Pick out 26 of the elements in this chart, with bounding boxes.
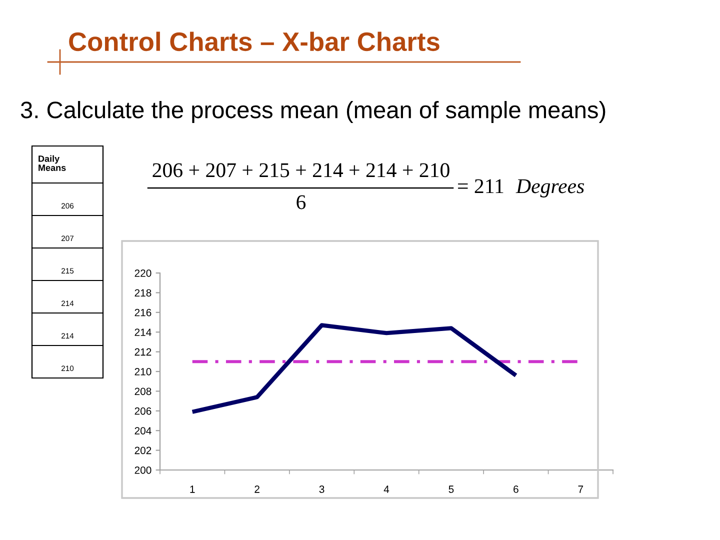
x-tick-label: 5 bbox=[448, 486, 454, 493]
y-tick-label: 218 bbox=[134, 289, 152, 297]
x-tick-label: 1 bbox=[190, 486, 195, 493]
y-tick-label: 216 bbox=[134, 308, 152, 316]
line-series bbox=[190, 323, 518, 414]
x-tick-label: 7 bbox=[578, 486, 584, 493]
x-tick-label: 6 bbox=[514, 486, 518, 493]
x-tick-label: 4 bbox=[384, 486, 390, 493]
text: 6 bbox=[296, 195, 306, 210]
y-tick-label: 202 bbox=[134, 446, 152, 454]
y-tick-label: 220 bbox=[134, 270, 152, 277]
y-tick-label: 210 bbox=[134, 368, 152, 376]
text: Daily Means bbox=[38, 155, 66, 171]
chart-subtitle: 3. Calculate the process mean (mean of sample means) bbox=[20, 100, 606, 124]
y-tick-label: 200 bbox=[134, 466, 152, 474]
y-tick-label: 208 bbox=[134, 388, 152, 396]
y-tick-label: 212 bbox=[134, 348, 152, 356]
text: = 211 bbox=[458, 179, 504, 194]
x-tick-label: 2 bbox=[254, 486, 260, 493]
y-tick-label: 204 bbox=[134, 427, 152, 434]
text: Degrees bbox=[516, 179, 584, 198]
x-tick-label: 3 bbox=[319, 486, 324, 493]
y-tick-label: 214 bbox=[134, 328, 152, 336]
y-tick-label: 206 bbox=[134, 407, 152, 415]
chart-title: Control Charts – X-bar Charts bbox=[69, 32, 440, 52]
text: 206 + 207 + 215 + 214 + 214 + 210 bbox=[152, 163, 450, 178]
